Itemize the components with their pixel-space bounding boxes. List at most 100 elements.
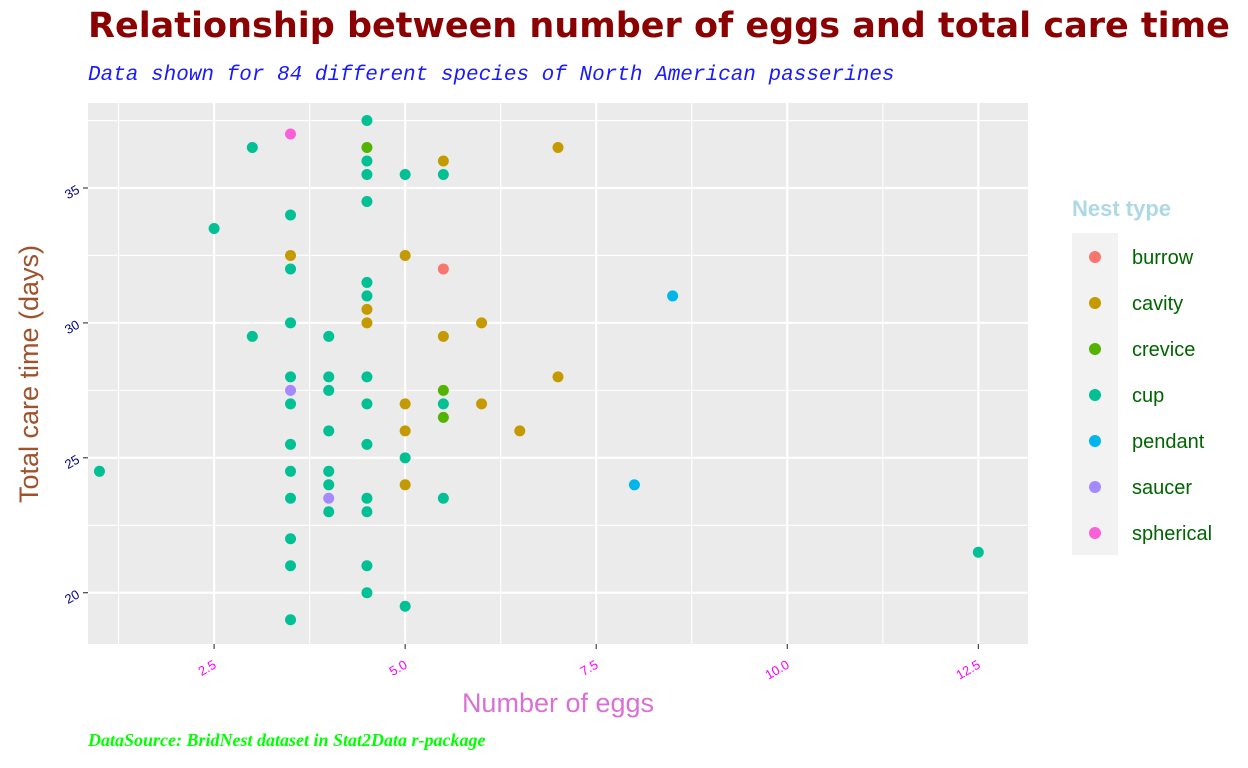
data-point-cup xyxy=(399,600,411,612)
data-point-pendant xyxy=(667,290,679,302)
x-axis-label: Number of eggs xyxy=(462,688,654,718)
legend-label-pendant: pendant xyxy=(1132,431,1205,453)
data-point-cup xyxy=(285,263,297,275)
data-point-cup xyxy=(246,142,258,154)
data-point-cavity xyxy=(552,371,564,383)
x-tick-label: 12.5 xyxy=(953,657,982,683)
data-point-cup xyxy=(323,371,335,383)
legend-key-burrow xyxy=(1089,251,1101,263)
data-point-cup xyxy=(361,276,373,288)
data-point-cup xyxy=(361,398,373,410)
data-point-cup xyxy=(361,492,373,504)
data-point-cup xyxy=(361,438,373,450)
data-point-cup xyxy=(285,398,297,410)
data-point-crevice xyxy=(361,142,373,154)
data-point-cavity xyxy=(476,398,488,410)
major-grid xyxy=(88,103,1028,644)
legend-key-cavity xyxy=(1089,297,1101,309)
data-point-cavity xyxy=(399,249,411,261)
legend-label-saucer: saucer xyxy=(1132,477,1192,499)
legend-label-spherical: spherical xyxy=(1132,523,1212,545)
data-point-cup xyxy=(399,452,411,464)
data-point-cup xyxy=(437,492,449,504)
data-point-cup xyxy=(361,560,373,572)
data-point-cup xyxy=(285,209,297,221)
data-point-cup xyxy=(93,465,105,477)
data-point-cup xyxy=(361,371,373,383)
legend-key-spherical xyxy=(1089,527,1101,539)
data-point-cup xyxy=(285,614,297,626)
data-point-cup xyxy=(323,465,335,477)
data-point-crevice xyxy=(437,384,449,396)
legend-label-burrow: burrow xyxy=(1132,247,1194,269)
x-tick-label: 2.5 xyxy=(195,657,218,679)
data-point-cavity xyxy=(285,249,297,261)
y-axis-ticks: 20 25 30 35 xyxy=(62,182,88,607)
data-point-cavity xyxy=(552,142,564,154)
y-tick-label: 35 xyxy=(62,182,82,202)
data-point-cup xyxy=(323,330,335,342)
y-tick-label: 20 xyxy=(62,587,82,607)
data-point-cup xyxy=(972,546,984,558)
data-point-cup xyxy=(285,533,297,545)
legend-key-saucer xyxy=(1089,481,1101,493)
legend-title: Nest type xyxy=(1072,196,1171,221)
y-tick-label: 25 xyxy=(62,452,82,472)
chart-subtitle: Data shown for 84 different species of N… xyxy=(88,64,895,87)
x-axis-ticks: 2.5 5.0 7.5 10.0 12.5 xyxy=(195,644,983,683)
x-tick-label: 7.5 xyxy=(578,657,601,679)
x-tick-label: 10.0 xyxy=(762,657,791,683)
legend-label-cavity: cavity xyxy=(1132,293,1183,315)
chart-caption: DataSource: BridNest dataset in Stat2Dat… xyxy=(88,730,486,750)
data-point-cavity xyxy=(399,425,411,437)
legend-label-crevice: crevice xyxy=(1132,339,1195,361)
data-point-cup xyxy=(361,115,373,127)
data-point-cavity xyxy=(399,398,411,410)
data-points xyxy=(93,115,984,626)
data-point-cup xyxy=(361,290,373,302)
data-point-cup xyxy=(361,155,373,167)
data-point-cup xyxy=(361,195,373,207)
data-point-cup xyxy=(437,398,449,410)
data-point-cup xyxy=(246,330,258,342)
legend-label-cup: cup xyxy=(1132,385,1164,407)
data-point-spherical xyxy=(285,128,297,140)
data-point-cup xyxy=(399,169,411,181)
chart-title: Relationship between number of eggs and … xyxy=(88,6,1230,46)
data-point-cavity xyxy=(361,317,373,329)
data-point-cup xyxy=(285,560,297,572)
data-point-cavity xyxy=(437,330,449,342)
minor-grid xyxy=(88,103,1028,644)
legend: burrow cavity crevice cup pendant saucer spher… xyxy=(1089,247,1212,545)
data-point-pendant xyxy=(628,479,640,491)
data-point-burrow xyxy=(437,263,449,275)
data-point-cavity xyxy=(437,155,449,167)
data-point-crevice xyxy=(437,411,449,423)
data-point-cavity xyxy=(361,303,373,315)
data-point-cup xyxy=(323,384,335,396)
legend-key-crevice xyxy=(1089,343,1101,355)
data-point-cup xyxy=(285,465,297,477)
data-point-cup xyxy=(361,587,373,599)
x-tick-label: 5.0 xyxy=(386,657,409,679)
data-point-cavity xyxy=(514,425,526,437)
data-point-cup xyxy=(323,425,335,437)
y-axis-label: Total care time (days) xyxy=(14,245,44,503)
data-point-saucer xyxy=(285,384,297,396)
data-point-cup xyxy=(208,222,220,234)
data-point-cavity xyxy=(399,479,411,491)
data-point-cup xyxy=(361,506,373,518)
data-point-cup xyxy=(285,317,297,329)
legend-key-cup xyxy=(1089,389,1101,401)
y-tick-label: 30 xyxy=(62,317,82,337)
data-point-cup xyxy=(323,479,335,491)
data-point-cup xyxy=(285,438,297,450)
data-point-cavity xyxy=(476,317,488,329)
data-point-saucer xyxy=(323,492,335,504)
data-point-cup xyxy=(285,371,297,383)
data-point-cup xyxy=(323,506,335,518)
legend-key-pendant xyxy=(1089,435,1101,447)
data-point-cup xyxy=(285,492,297,504)
data-point-cup xyxy=(361,169,373,181)
